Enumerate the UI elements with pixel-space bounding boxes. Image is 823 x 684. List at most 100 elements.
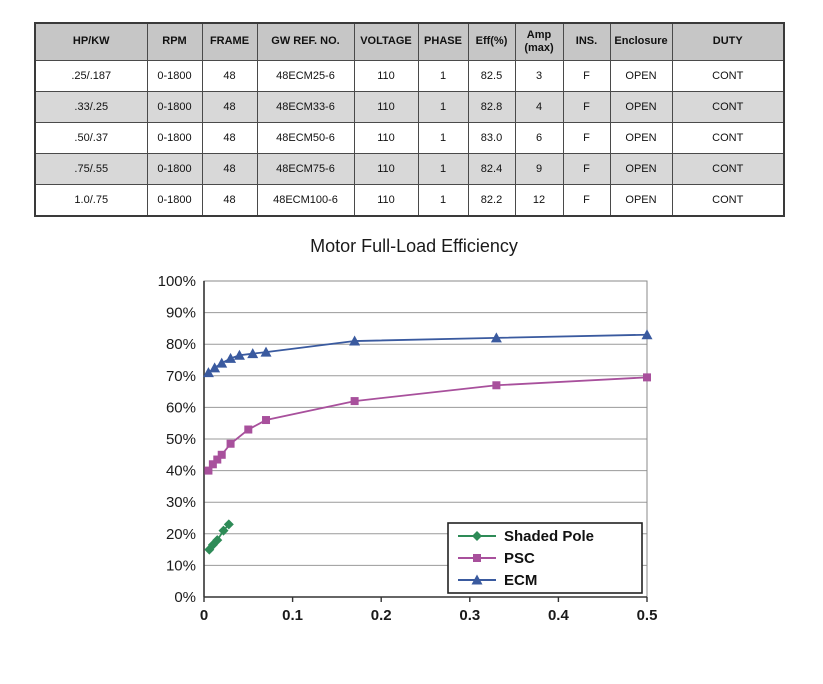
table-cell: CONT [671,60,785,92]
table-cell: 48 [201,60,258,92]
table-cell: OPEN [609,91,673,123]
x-tick-label: 0.2 [371,607,392,624]
table-cell: 48 [201,184,258,217]
efficiency-chart-section: Motor Full-Load Efficiency 0% 10% 20% 30% 40… [152,236,676,625]
y-tick-label: 90% [166,305,196,322]
table-row: .25/.187 0-1800 48 48ECM25-6 110 1 82.5 3 F OPEN C… [34,60,785,92]
series-line [207,333,648,374]
triangle-marker-icon [202,367,214,378]
square-marker-icon [204,466,213,475]
table-cell: 48ECM33-6 [256,91,355,123]
table-cell: F [562,153,611,185]
legend: Shaded Pole PSC ECM [447,522,643,594]
column-header: Eff(%) [467,22,516,61]
table-cell: 0-1800 [146,122,203,154]
table-row: .50/.37 0-1800 48 48ECM50-6 110 1 83.0 6 F OPEN CO… [34,122,785,154]
triangle-marker-icon [490,332,502,343]
table-row: 1.0/.75 0-1800 48 48ECM100-6 110 1 82.2 12 F OPEN… [34,184,785,217]
x-tick-label: 0.4 [548,607,570,624]
y-tick-label: 0% [174,589,196,606]
triangle-marker-icon [247,348,259,359]
square-marker-icon [244,425,253,434]
table-cell: CONT [671,122,785,154]
square-marker-icon [213,455,222,464]
y-tick-label: 70% [166,368,196,385]
y-tick-label: 30% [166,494,196,511]
square-marker-icon [217,450,226,459]
table-cell: F [562,184,611,217]
table-row: .75/.55 0-1800 48 48ECM75-6 110 1 82.4 9 F OPEN CO… [34,153,785,185]
x-tick-label: 0 [200,607,208,624]
table-cell: 110 [353,122,419,154]
square-marker-icon [350,397,359,406]
efficiency-chart: 0% 10% 20% 30% 40% 50% 60% 70% 80% 90% 100% 0 0.1 0.2… [158,273,658,624]
table-cell: 1 [417,60,469,92]
table-cell: 110 [353,60,419,92]
chart-title: Motor Full-Load Efficiency [310,236,518,256]
table-cell: 4 [514,91,564,123]
y-tick-label: 20% [166,526,196,543]
diamond-marker-icon [472,531,482,541]
table-cell: .50/.37 [34,122,148,154]
table-cell: 48ECM100-6 [256,184,355,217]
table-cell: F [562,91,611,123]
square-marker-icon [643,373,651,382]
square-marker-icon [208,460,217,469]
square-marker-icon [226,439,235,448]
table-cell: OPEN [609,153,673,185]
table-cell: 1 [417,184,469,217]
table-cell: OPEN [609,60,673,92]
triangle-marker-icon [349,335,361,346]
series-line [207,376,648,472]
table-cell: 82.8 [467,91,516,123]
triangle-marker-icon [260,346,272,357]
table-cell: 110 [353,91,419,123]
table-cell: 3 [514,60,564,92]
table-cell: 1.0/.75 [34,184,148,217]
column-header: Enclosure [609,22,673,61]
square-marker-icon [262,416,271,425]
column-header: DUTY [671,22,785,61]
table-cell: OPEN [609,122,673,154]
table-cell: 48 [201,153,258,185]
motor-spec-table: HP/KW RPM FRAME GW REF. NO. VOLTAGE PHASE Eff(… [34,22,785,217]
table-cell: CONT [671,184,785,217]
table-cell: 1 [417,153,469,185]
table-cell: F [562,122,611,154]
table-cell: 9 [514,153,564,185]
triangle-marker-icon [209,362,221,373]
y-tick-label: 80% [166,336,196,353]
series-psc [204,373,651,475]
table-cell: 0-1800 [146,153,203,185]
x-tick-label: 0.3 [459,607,480,624]
diamond-marker-icon [212,535,223,546]
table-cell: 1 [417,91,469,123]
table-cell: 0-1800 [146,184,203,217]
y-tick-label: 100% [158,273,196,290]
triangle-marker-icon [641,329,653,340]
table-cell: 82.4 [467,153,516,185]
table-cell: F [562,60,611,92]
column-header: VOLTAGE [353,22,419,61]
diamond-marker-icon [204,544,215,555]
table-cell: 48 [201,91,258,123]
table-cell: 82.5 [467,60,516,92]
series-ecm [202,329,653,378]
triangle-marker-icon [471,574,483,585]
diamond-marker-icon [223,519,234,530]
x-tick-label: 0.5 [637,607,658,624]
table-cell: 110 [353,184,419,217]
table-cell: .25/.187 [34,60,148,92]
table-header: HP/KW RPM FRAME GW REF. NO. VOLTAGE PHASE Eff(… [34,22,785,61]
table-cell: 0-1800 [146,60,203,92]
legend-label: ECM [504,572,537,589]
table-cell: 1 [417,122,469,154]
table-cell: 82.2 [467,184,516,217]
column-header: PHASE [417,22,469,61]
y-tick-label: 40% [166,463,196,480]
triangle-marker-icon [233,349,245,360]
table-cell: 12 [514,184,564,217]
legend-label: Shaded Pole [504,528,594,545]
table-body: .25/.187 0-1800 48 48ECM25-6 110 1 82.5 3 F OPEN C… [34,60,785,217]
column-header: Amp (max) [514,22,564,61]
